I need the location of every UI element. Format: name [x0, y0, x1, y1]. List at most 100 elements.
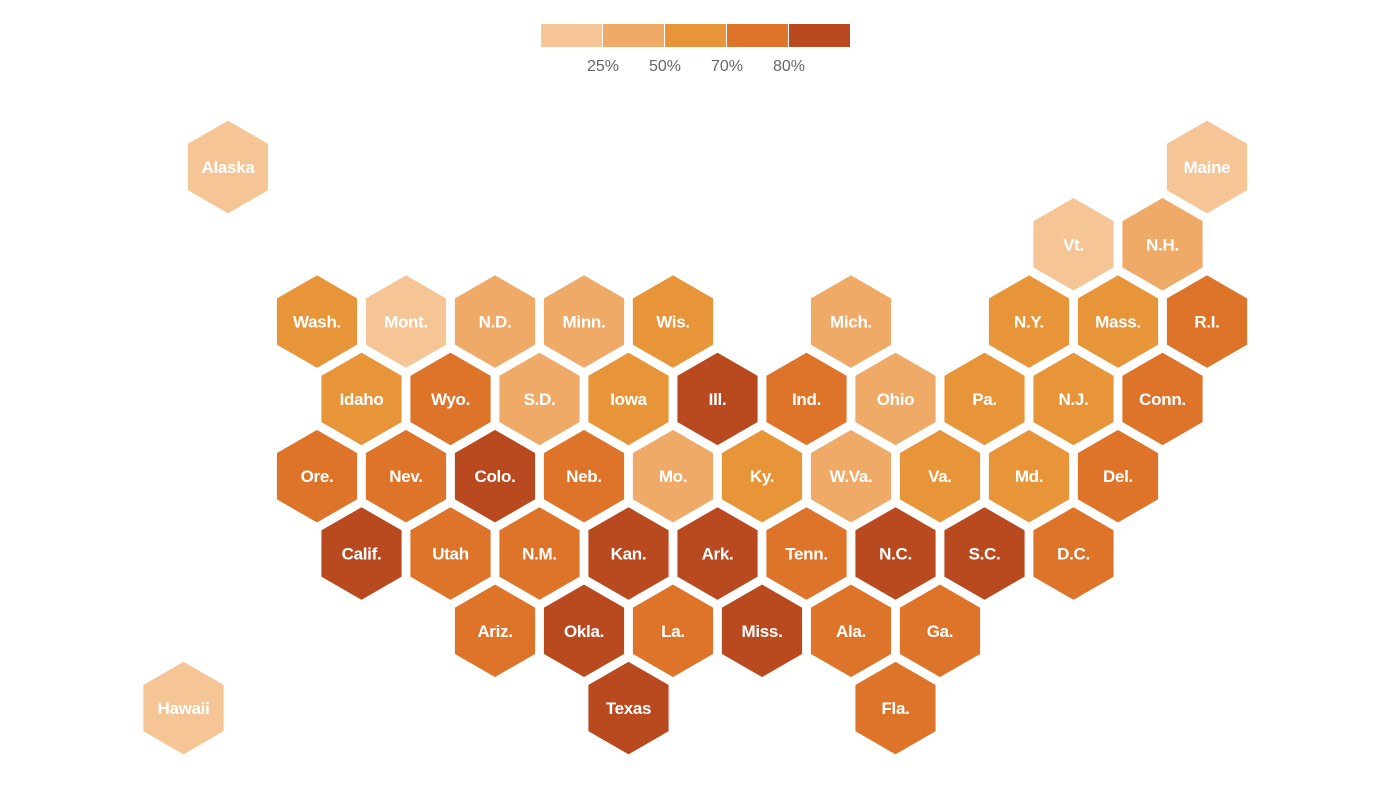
state-hex-idaho[interactable]: Idaho: [318, 349, 405, 449]
legend-tick-label: 50%: [648, 58, 682, 75]
hex-tile: [362, 426, 450, 526]
hex-tile: [585, 658, 672, 758]
state-hex-miss[interactable]: Miss.: [718, 581, 806, 681]
hex-tile: [318, 349, 405, 449]
state-label: Texas: [606, 699, 651, 718]
state-hex-mo[interactable]: Mo.: [629, 426, 717, 526]
state-label: Nev.: [389, 467, 422, 486]
state-label: Mo.: [659, 467, 687, 486]
hex-tile: [1163, 117, 1251, 217]
state-hex-conn[interactable]: Conn.: [1119, 349, 1206, 449]
state-hex-vt[interactable]: Vt.: [1030, 194, 1117, 295]
state-hex-n-h[interactable]: N.H.: [1119, 194, 1206, 295]
state-hex-mich[interactable]: Mich.: [807, 271, 895, 372]
state-label: Ore.: [301, 467, 334, 486]
state-hex-neb[interactable]: Neb.: [540, 426, 628, 526]
state-hex-minn[interactable]: Minn.: [540, 271, 628, 372]
state-hex-kan[interactable]: Kan.: [585, 503, 672, 604]
state-hex-wis[interactable]: Wis.: [629, 271, 717, 372]
state-hex-n-j[interactable]: N.J.: [1030, 349, 1117, 449]
state-label: Miss.: [741, 622, 782, 641]
state-hex-md[interactable]: Md.: [985, 426, 1073, 526]
hex-tile: [1030, 194, 1117, 295]
state-hex-n-m[interactable]: N.M.: [496, 503, 583, 604]
hex-tile: [763, 503, 850, 604]
hex-tile: [273, 271, 361, 372]
hex-tile: [585, 503, 672, 604]
state-label: S.C.: [969, 545, 1001, 564]
state-hex-nev[interactable]: Nev.: [362, 426, 450, 526]
legend-swatch-2: [665, 24, 726, 47]
state-label: Fla.: [881, 699, 909, 718]
state-hex-utah[interactable]: Utah: [407, 503, 494, 604]
hex-tile: [718, 581, 806, 681]
state-label: Vt.: [1063, 235, 1084, 254]
state-hex-ind[interactable]: Ind.: [763, 349, 850, 449]
state-label: Utah: [432, 545, 469, 564]
hex-tile: [852, 658, 939, 758]
state-label: Ariz.: [477, 622, 512, 641]
state-hex-r-i[interactable]: R.I.: [1163, 271, 1251, 372]
state-hex-n-c[interactable]: N.C.: [852, 503, 939, 604]
hex-tile: [807, 426, 895, 526]
state-hex-texas[interactable]: Texas: [585, 658, 672, 758]
state-label: Wis.: [656, 313, 690, 332]
state-label: N.Y.: [1014, 313, 1044, 332]
state-hex-s-d[interactable]: S.D.: [496, 349, 583, 449]
state-hex-la[interactable]: La.: [629, 581, 717, 681]
hex-tile: [1030, 349, 1117, 449]
state-hex-va[interactable]: Va.: [896, 426, 984, 526]
state-hex-ill[interactable]: Ill.: [674, 349, 761, 449]
state-hex-ky[interactable]: Ky.: [718, 426, 806, 526]
state-label: Ala.: [836, 622, 866, 641]
state-hex-d-c[interactable]: D.C.: [1030, 503, 1117, 604]
hex-tile: [985, 426, 1073, 526]
state-hex-n-y[interactable]: N.Y.: [985, 271, 1073, 372]
hex-tile: [674, 349, 761, 449]
state-hex-ga[interactable]: Ga.: [896, 581, 984, 681]
state-hex-del[interactable]: Del.: [1074, 426, 1162, 526]
legend-tick-label: 80%: [772, 58, 806, 75]
state-hex-ark[interactable]: Ark.: [674, 503, 761, 604]
hex-tile: [1119, 194, 1206, 295]
state-label: Ill.: [709, 390, 727, 409]
hex-tile: [674, 503, 761, 604]
state-hex-s-c[interactable]: S.C.: [941, 503, 1028, 604]
state-hex-ohio[interactable]: Ohio: [852, 349, 939, 449]
hex-tile: [896, 426, 984, 526]
state-hex-n-d[interactable]: N.D.: [451, 271, 539, 372]
hex-tile: [585, 349, 672, 449]
state-hex-maine[interactable]: Maine: [1163, 117, 1251, 217]
hex-tile: [273, 426, 361, 526]
state-hex-fla[interactable]: Fla.: [852, 658, 939, 758]
state-label: Minn.: [563, 313, 606, 332]
state-hex-wyo[interactable]: Wyo.: [407, 349, 494, 449]
hex-tile: [540, 271, 628, 372]
state-hex-w-va[interactable]: W.Va.: [807, 426, 895, 526]
state-hex-alaska[interactable]: Alaska: [184, 117, 272, 217]
state-label: Maine: [1184, 158, 1231, 177]
state-label: R.I.: [1194, 313, 1219, 332]
state-label: N.J.: [1059, 390, 1089, 409]
state-hex-tenn[interactable]: Tenn.: [763, 503, 850, 604]
state-hex-pa[interactable]: Pa.: [941, 349, 1028, 449]
state-hex-calif[interactable]: Calif.: [318, 503, 405, 604]
state-hex-wash[interactable]: Wash.: [273, 271, 361, 372]
hex-tile: [763, 349, 850, 449]
hex-tile: [407, 503, 494, 604]
state-hex-ore[interactable]: Ore.: [273, 426, 361, 526]
legend-swatch-3: [727, 24, 788, 47]
state-hex-ariz[interactable]: Ariz.: [451, 581, 539, 681]
state-hex-iowa[interactable]: Iowa: [585, 349, 672, 449]
state-hex-colo[interactable]: Colo.: [451, 426, 539, 526]
state-hex-okla[interactable]: Okla.: [540, 581, 628, 681]
state-hex-hawaii[interactable]: Hawaii: [140, 658, 227, 758]
hex-tile: [629, 581, 717, 681]
legend-swatch-1: [603, 24, 664, 47]
state-hex-ala[interactable]: Ala.: [807, 581, 895, 681]
state-hex-mont[interactable]: Mont.: [362, 271, 450, 372]
hex-tile: [1074, 271, 1162, 372]
state-hex-mass[interactable]: Mass.: [1074, 271, 1162, 372]
state-label: Ky.: [750, 467, 774, 486]
